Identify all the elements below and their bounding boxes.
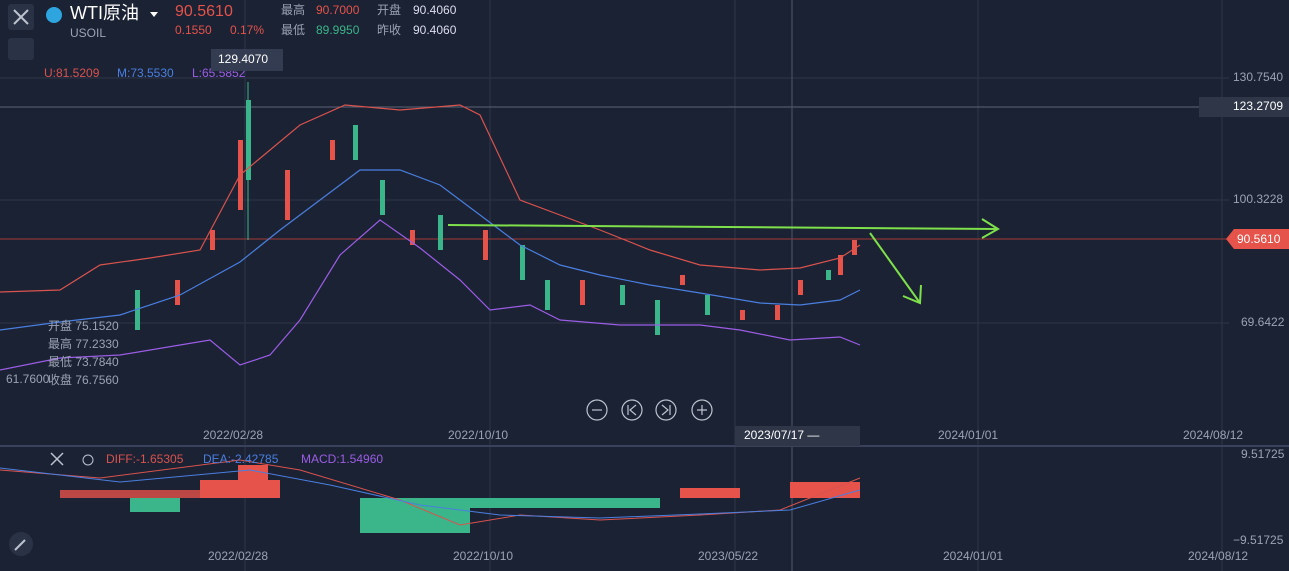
high-marker: 129.4070 — [218, 52, 268, 66]
zoom-in[interactable] — [691, 399, 713, 421]
ohlc: 最高 77.2330 — [48, 336, 119, 351]
indicator: DEA:-2.42785 — [203, 452, 279, 466]
x-label: 2022/10/10 — [453, 549, 513, 563]
macd-lines — [0, 459, 861, 526]
prev[interactable] — [621, 399, 643, 421]
change: 0.1550 — [175, 23, 212, 37]
indicator: U:81.5209 — [44, 66, 100, 80]
low-marker: 61.7600 — [6, 372, 50, 386]
stat-label: 最高 — [281, 2, 305, 17]
x-label: 2022/10/10 — [448, 428, 508, 442]
crosshair-date: 2023/07/17 — — [744, 428, 819, 442]
symbol[interactable]: WTI原油 — [70, 3, 139, 23]
drawn-arrows — [447, 218, 1000, 305]
y-label: −9.51725 — [1233, 533, 1284, 547]
settings[interactable] — [82, 454, 94, 466]
current-price: 90.5610 — [1237, 232, 1281, 246]
expand-button[interactable] — [8, 38, 34, 60]
zoom-controls — [586, 399, 713, 421]
price-label: 123.2709 — [1233, 99, 1283, 113]
stat-value: 90.7000 — [316, 3, 360, 17]
x-label: 2024/08/12 — [1183, 428, 1243, 442]
x-label: 2024/01/01 — [938, 428, 998, 442]
stat-value: 90.4060 — [413, 23, 457, 37]
change-pct: 0.17% — [230, 23, 264, 37]
zoom-out[interactable] — [586, 399, 608, 421]
x-label: 2024/01/01 — [943, 549, 1003, 563]
stat-value: 89.9950 — [316, 23, 360, 37]
price-label: 69.6422 — [1241, 315, 1285, 329]
ohlc: 开盘 75.1520 — [48, 318, 119, 333]
stat-label: 昨收 — [377, 23, 401, 37]
price: 90.5610 — [175, 3, 233, 20]
indicator: DIFF:-1.65305 — [106, 452, 184, 466]
header: WTI原油 90.5610 USOIL 0.1550 0.17% 最高 90.7… — [8, 2, 457, 60]
main-labels: U:81.5209 M:73.5530 L:65.5852 129.4070 1… — [6, 49, 1289, 446]
next[interactable] — [655, 399, 677, 421]
stat-label: 最低 — [281, 23, 305, 37]
x-label: 2024/08/12 — [1188, 549, 1248, 563]
price-label: 130.7540 — [1233, 70, 1283, 84]
close-macd[interactable] — [50, 452, 64, 466]
bollinger-bands — [0, 104, 861, 371]
stat-value: 90.4060 — [413, 3, 457, 17]
code: USOIL — [70, 26, 106, 40]
y-label: 9.51725 — [1241, 447, 1285, 461]
x-label: 2022/02/28 — [208, 549, 268, 563]
price-label: 100.3228 — [1233, 192, 1283, 206]
indicator: MACD:1.54960 — [301, 452, 383, 466]
ohlc: 最低 73.7840 — [48, 355, 119, 369]
ohlc: 收盘 76.7560 — [48, 372, 119, 387]
indicator: M:73.5530 — [117, 66, 174, 80]
x-label: 2023/05/22 — [698, 549, 758, 563]
stat-label: 开盘 — [377, 2, 401, 17]
x-label: 2022/02/28 — [203, 428, 263, 442]
macd-labels: DIFF:-1.65305 DEA:-2.42785 MACD:1.54960 … — [9, 447, 1285, 563]
